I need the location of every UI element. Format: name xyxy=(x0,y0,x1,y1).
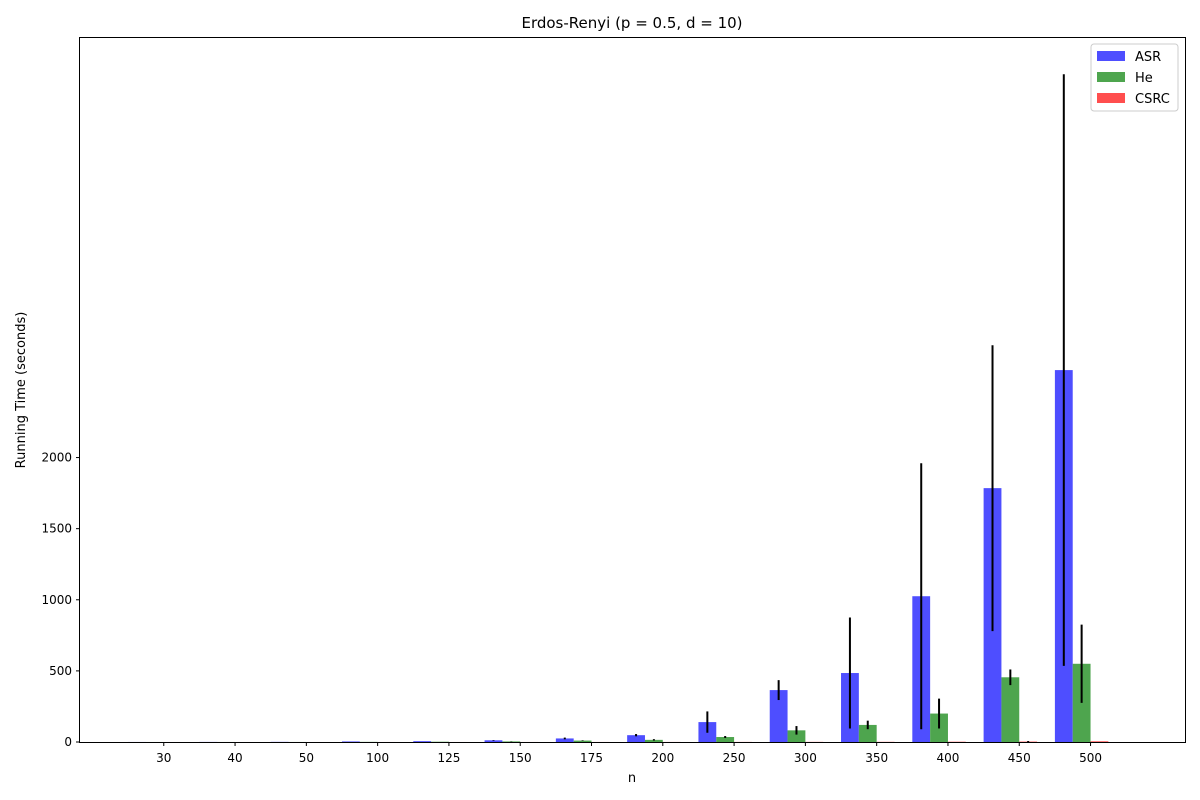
chart-title: Erdos-Renyi (p = 0.5, d = 10) xyxy=(521,14,742,32)
y-tick-label: 2000 xyxy=(41,451,72,465)
bar-he-250 xyxy=(716,737,735,742)
x-tick-label: 250 xyxy=(723,751,746,765)
bar-asr-300 xyxy=(769,690,788,742)
y-axis-label: Running Time (seconds) xyxy=(14,312,29,469)
legend-swatch-csrc xyxy=(1097,93,1125,103)
x-axis-label: n xyxy=(628,771,636,786)
x-tick-label: 400 xyxy=(937,751,960,765)
x-tick-label: 125 xyxy=(437,751,460,765)
y-axis: 0 500 1000 1500 2000 xyxy=(41,451,80,749)
bar-he-200 xyxy=(644,739,663,742)
plot-area xyxy=(128,74,1109,742)
y-tick-label: 1000 xyxy=(41,593,72,607)
bar-he-300 xyxy=(787,730,806,742)
legend: ASR He CSRC xyxy=(1090,43,1179,112)
x-tick-label: 450 xyxy=(1008,751,1031,765)
x-tick-label: 50 xyxy=(299,751,314,765)
bar-he-175 xyxy=(573,740,592,742)
bar-asr-200 xyxy=(627,735,645,742)
x-tick-label: 30 xyxy=(156,751,171,765)
x-tick-label: 175 xyxy=(580,751,603,765)
y-tick-label: 500 xyxy=(49,664,72,678)
bar-asr-175 xyxy=(555,738,574,742)
y-tick-label: 0 xyxy=(64,735,72,749)
x-tick-label: 350 xyxy=(865,751,888,765)
x-axis: 30 40 50 100 125 150 175 200 250 300 350 400 450 500 xyxy=(156,742,1102,765)
bar-asr-150 xyxy=(484,740,503,742)
y-tick-label: 1500 xyxy=(41,522,72,536)
x-tick-label: 300 xyxy=(794,751,817,765)
bar-csrc-500 xyxy=(1090,741,1109,742)
x-tick-label: 40 xyxy=(227,751,242,765)
x-tick-label: 200 xyxy=(651,751,674,765)
x-tick-label: 500 xyxy=(1079,751,1102,765)
legend-label-csrc: CSRC xyxy=(1135,92,1170,107)
plot-frame xyxy=(79,37,1186,743)
legend-label-he: He xyxy=(1135,71,1153,86)
legend-swatch-asr xyxy=(1097,51,1125,61)
bar-asr-125 xyxy=(413,741,432,742)
legend-swatch-he xyxy=(1097,72,1125,82)
bar-asr-100 xyxy=(341,741,360,742)
legend-label-asr: ASR xyxy=(1135,50,1161,65)
x-tick-label: 150 xyxy=(509,751,532,765)
x-tick-label: 100 xyxy=(366,751,389,765)
bar-he-150 xyxy=(502,741,521,742)
bar-he-450 xyxy=(1001,677,1020,742)
bar-he-350 xyxy=(858,724,877,742)
